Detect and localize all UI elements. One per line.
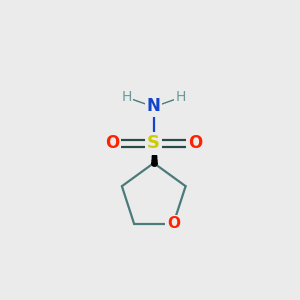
Text: O: O	[167, 216, 180, 231]
Text: O: O	[105, 134, 119, 152]
Text: N: N	[147, 98, 161, 116]
Text: H: H	[175, 90, 185, 104]
Text: O: O	[188, 134, 202, 152]
Text: S: S	[147, 134, 160, 152]
Text: H: H	[122, 90, 132, 104]
